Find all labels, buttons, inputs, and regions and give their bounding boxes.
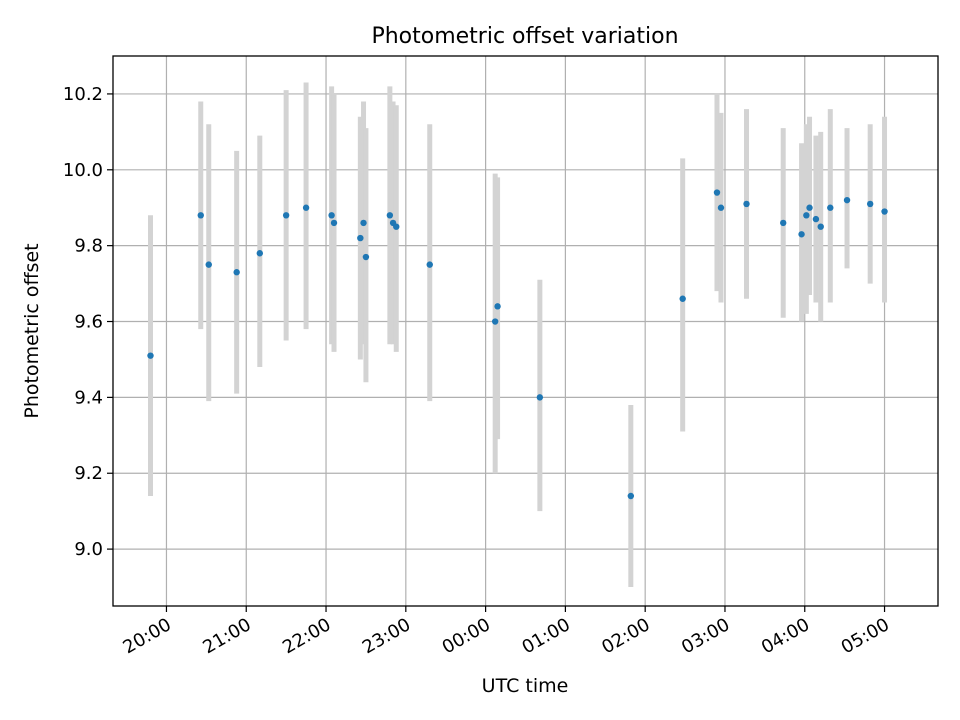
y-tick-label: 10.0 xyxy=(63,160,103,181)
data-point xyxy=(881,208,888,215)
data-point xyxy=(362,253,370,261)
data-point xyxy=(812,215,820,223)
data-point xyxy=(817,223,824,230)
plot-frame xyxy=(112,55,939,607)
data-point xyxy=(843,196,851,204)
y-tick-label: 9.0 xyxy=(74,539,103,560)
x-axis-ticks: 20:00 21:00 22:00 23:00 00:00 01:00 02:00 03:00… xyxy=(120,606,893,658)
x-tick-label: 22:00 xyxy=(279,614,334,658)
x-tick-label: 20:00 xyxy=(120,614,175,658)
data-point xyxy=(627,492,635,500)
data-point xyxy=(491,318,499,325)
y-tick-label: 9.8 xyxy=(74,236,103,257)
data-point xyxy=(282,212,290,219)
x-axis-label: UTC time xyxy=(482,675,569,697)
x-tick-label: 04:00 xyxy=(758,614,813,658)
data-point xyxy=(679,295,686,302)
data-point xyxy=(302,204,310,211)
data-point xyxy=(743,200,750,208)
data-point xyxy=(798,231,805,238)
x-tick-label: 02:00 xyxy=(598,614,653,658)
data-point xyxy=(827,204,834,211)
data-point xyxy=(393,223,400,230)
data-point xyxy=(386,212,394,219)
data-point xyxy=(197,212,204,219)
x-tick-label: 01:00 xyxy=(518,614,573,658)
y-axis-ticks: 9.0 9.2 9.4 9.6 9.8 10.0 10.2 xyxy=(63,84,113,560)
data-point xyxy=(780,219,787,227)
x-tick-label: 00:00 xyxy=(439,614,494,658)
data-point xyxy=(233,269,240,276)
data-point xyxy=(328,212,335,219)
x-tick-label: 03:00 xyxy=(678,614,733,658)
data-point xyxy=(357,234,364,242)
x-tick-label: 21:00 xyxy=(199,614,254,658)
data-point xyxy=(717,204,725,211)
data-point xyxy=(360,219,367,227)
data-point xyxy=(205,261,212,268)
x-tick-label: 05:00 xyxy=(838,614,893,658)
y-tick-label: 9.6 xyxy=(74,312,103,333)
data-point xyxy=(147,352,154,359)
data-point xyxy=(330,219,338,227)
y-tick-label: 9.2 xyxy=(74,463,103,484)
y-tick-label: 10.2 xyxy=(63,84,103,105)
data-point xyxy=(866,200,874,208)
data-points xyxy=(147,189,888,500)
data-point xyxy=(256,250,264,257)
data-point xyxy=(713,189,721,196)
x-tick-label: 23:00 xyxy=(359,614,414,658)
data-point xyxy=(426,261,433,268)
data-point xyxy=(536,394,544,401)
data-point xyxy=(806,204,813,211)
y-axis-label: Photometric offset xyxy=(21,243,43,418)
y-tick-label: 9.4 xyxy=(74,387,103,408)
data-point xyxy=(803,212,810,219)
chart-title: Photometric offset variation xyxy=(371,24,678,49)
data-point xyxy=(494,303,501,310)
error-bars xyxy=(148,82,888,588)
